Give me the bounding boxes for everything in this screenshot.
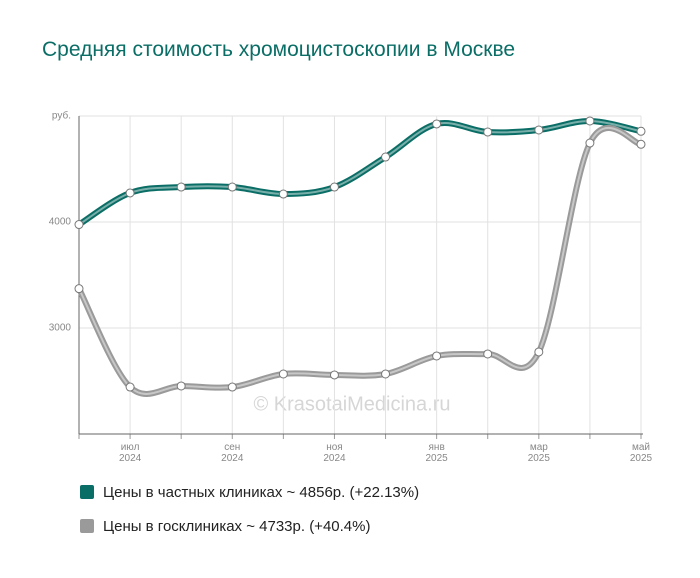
data-point — [329, 182, 339, 192]
data-point — [534, 125, 544, 135]
data-point — [585, 138, 595, 148]
data-point — [176, 381, 186, 391]
x-tick-label: май 2025 — [629, 442, 653, 464]
data-point — [432, 351, 442, 361]
watermark: © KrasotaiMedicina.ru — [253, 393, 450, 415]
data-point — [227, 182, 237, 192]
data-point — [381, 369, 391, 379]
data-point — [534, 347, 544, 357]
data-point — [125, 382, 135, 392]
x-tick-label: мар 2025 — [527, 442, 550, 464]
data-point — [278, 369, 288, 379]
legend-item: Цены в госклиниках ~ 4733р. (+40.4%) — [80, 518, 370, 535]
legend-item: Цены в частных клиниках ~ 4856р. (+22.13… — [80, 484, 419, 501]
y-tick-label: 3000 — [49, 323, 72, 334]
data-point — [278, 189, 288, 199]
data-point — [74, 284, 84, 294]
y-tick-label: руб. — [52, 110, 71, 122]
y-tick-label: 4000 — [49, 217, 72, 228]
data-point — [636, 126, 646, 136]
data-point — [227, 382, 237, 392]
series-line-stripe — [78, 119, 642, 226]
data-point — [74, 220, 84, 230]
data-point — [176, 182, 186, 192]
data-point — [125, 188, 135, 198]
data-point — [381, 152, 391, 162]
data-point — [585, 116, 595, 126]
x-tick-label: янв 2025 — [425, 442, 448, 464]
data-point — [483, 127, 493, 137]
data-point — [432, 119, 442, 129]
legend-swatch — [80, 519, 94, 533]
x-tick-label: сен 2024 — [221, 442, 244, 464]
legend-label: Цены в частных клиниках ~ 4856р. (+22.13… — [103, 484, 420, 501]
data-point — [636, 139, 646, 149]
data-point — [483, 349, 493, 359]
legend-label: Цены в госклиниках ~ 4733р. (+40.4%) — [103, 518, 371, 535]
legend-swatch — [80, 485, 94, 499]
x-tick-label: июл 2024 — [118, 442, 142, 464]
chart-title: Средняя стоимость хромоцистоскопии в Мос… — [42, 38, 516, 61]
data-point — [329, 370, 339, 380]
series-line — [76, 125, 642, 397]
series-line-stripe — [78, 127, 642, 395]
x-tick-label: ноя 2024 — [323, 442, 346, 464]
